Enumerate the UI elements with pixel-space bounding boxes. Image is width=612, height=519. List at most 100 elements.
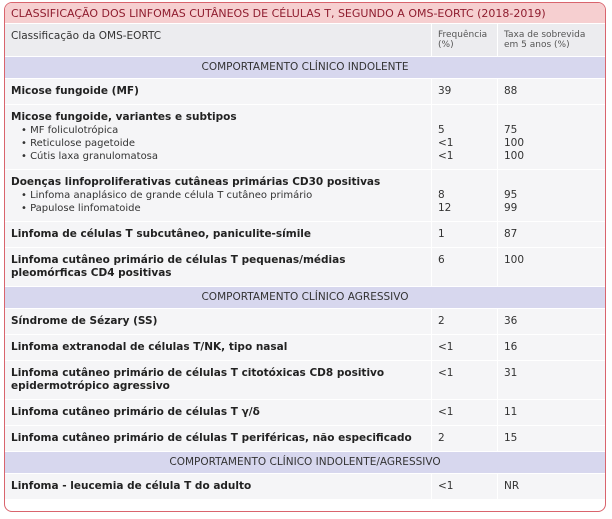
survival-cell: 95 99 bbox=[497, 170, 605, 221]
survival-cell: NR bbox=[497, 474, 605, 499]
frequency: <1 bbox=[438, 341, 454, 353]
row-label: Doenças linfoproliferativas cutâneas pri… bbox=[11, 176, 381, 188]
freq-cell: 2 bbox=[431, 309, 497, 334]
freq-cell: 2 bbox=[431, 426, 497, 451]
table-row: Linfoma cutâneo primário de células T γ/… bbox=[5, 399, 605, 425]
label-cell: Linfoma cutâneo primário de células T ci… bbox=[5, 361, 431, 399]
freq-cell: 8 12 bbox=[431, 170, 497, 221]
survival-cell: 88 bbox=[497, 79, 605, 104]
survival: 15 bbox=[504, 432, 518, 444]
table-row: Linfoma de células T subcutâneo, panicul… bbox=[5, 221, 605, 247]
frequency: <1 bbox=[438, 367, 454, 379]
row-label: Linfoma de células T subcutâneo, panicul… bbox=[11, 228, 312, 240]
survival: 75 bbox=[504, 124, 518, 136]
table-row: Linfoma cutâneo primário de células T pe… bbox=[5, 425, 605, 451]
label-cell: Síndrome de Sézary (SS) bbox=[5, 309, 431, 334]
item-label: Cútis laxa granulomatosa bbox=[11, 150, 425, 163]
survival: 16 bbox=[504, 341, 518, 353]
header-cell: Classificação da OMS-EORTC bbox=[11, 30, 162, 42]
frequency: 39 bbox=[438, 85, 452, 97]
label-cell: Linfoma cutâneo primário de células T pe… bbox=[5, 248, 431, 286]
header-cell: Taxa de sobrevida em 5 anos (%) bbox=[497, 24, 605, 56]
label-cell: Linfoma de células T subcutâneo, panicul… bbox=[5, 222, 431, 247]
row-label: Micose fungoide, variantes e subtipos bbox=[11, 111, 237, 123]
spacer bbox=[504, 111, 599, 124]
header-row: Classificação da OMS-EORTC Frequência (%… bbox=[5, 23, 605, 56]
frequency: 2 bbox=[438, 315, 445, 327]
row-label: Síndrome de Sézary (SS) bbox=[11, 315, 158, 327]
frequency: 12 bbox=[438, 202, 452, 214]
item-label: MF foliculotrópica bbox=[11, 124, 425, 137]
row-label: Linfoma cutâneo primário de células T γ/… bbox=[11, 406, 260, 418]
header-cell: Frequência (%) bbox=[431, 24, 497, 56]
freq-cell: <1 bbox=[431, 400, 497, 425]
survival-cell: 16 bbox=[497, 335, 605, 360]
frequency: <1 bbox=[438, 406, 454, 418]
survival-cell: 11 bbox=[497, 400, 605, 425]
frequency: <1 bbox=[438, 150, 454, 162]
label-cell: Doenças linfoproliferativas cutâneas pri… bbox=[5, 170, 431, 221]
survival: NR bbox=[504, 480, 520, 492]
freq-cell: <1 bbox=[431, 361, 497, 399]
survival-cell: 15 bbox=[497, 426, 605, 451]
frequency: <1 bbox=[438, 137, 454, 149]
frequency: 8 bbox=[438, 189, 445, 201]
table-row: Micose fungoide (MF) 39 88 bbox=[5, 78, 605, 104]
row-label: pleomórficas CD4 positivas bbox=[11, 267, 172, 279]
item-label: Papulose linfomatoide bbox=[11, 202, 425, 215]
row-label: Linfoma extranodal de células T/NK, tipo… bbox=[11, 341, 288, 353]
frequency: 5 bbox=[438, 124, 445, 136]
section-row: COMPORTAMENTO CLÍNICO INDOLENTE bbox=[5, 56, 605, 78]
row-label: Linfoma - leucemia de célula T do adulto bbox=[11, 480, 252, 492]
label-cell: Micose fungoide (MF) bbox=[5, 79, 431, 104]
freq-cell: 39 bbox=[431, 79, 497, 104]
table-row: Linfoma cutâneo primário de células T pe… bbox=[5, 247, 605, 286]
table-row: Linfoma - leucemia de célula T do adulto… bbox=[5, 473, 605, 499]
row-label: Linfoma cutâneo primário de células T ci… bbox=[11, 367, 385, 379]
survival: 87 bbox=[504, 228, 518, 240]
section-row: COMPORTAMENTO CLÍNICO AGRESSIVO bbox=[5, 286, 605, 308]
survival: 100 bbox=[504, 137, 525, 149]
table-row: Síndrome de Sézary (SS) 2 36 bbox=[5, 308, 605, 334]
freq-cell: 6 bbox=[431, 248, 497, 286]
survival: 31 bbox=[504, 367, 518, 379]
survival-cell: 87 bbox=[497, 222, 605, 247]
survival: 36 bbox=[504, 315, 518, 327]
label-cell: Linfoma extranodal de células T/NK, tipo… bbox=[5, 335, 431, 360]
label-cell: Linfoma cutâneo primário de células T pe… bbox=[5, 426, 431, 451]
survival-cell: 100 bbox=[497, 248, 605, 286]
survival: 100 bbox=[504, 150, 525, 162]
label-cell: Linfoma cutâneo primário de células T γ/… bbox=[5, 400, 431, 425]
spacer bbox=[504, 176, 599, 189]
frequency: <1 bbox=[438, 480, 454, 492]
freq-cell: 5 <1 <1 bbox=[431, 105, 497, 169]
survival-cell: 75 100 100 bbox=[497, 105, 605, 169]
frequency: 2 bbox=[438, 432, 445, 444]
row-label: Linfoma cutâneo primário de células T pe… bbox=[11, 254, 346, 266]
item-label: Reticulose pagetoide bbox=[11, 137, 425, 150]
survival: 11 bbox=[504, 406, 518, 418]
table: CLASSIFICAÇÃO DOS LINFOMAS CUTÂNEOS DE C… bbox=[4, 2, 606, 512]
label-cell: Linfoma - leucemia de célula T do adulto bbox=[5, 474, 431, 499]
survival: 99 bbox=[504, 202, 518, 214]
table-row: Linfoma extranodal de células T/NK, tipo… bbox=[5, 334, 605, 360]
section-row: COMPORTAMENTO CLÍNICO INDOLENTE/AGRESSIV… bbox=[5, 451, 605, 473]
label-cell: Micose fungoide, variantes e subtiposMF … bbox=[5, 105, 431, 169]
freq-cell: <1 bbox=[431, 335, 497, 360]
frequency: 6 bbox=[438, 254, 445, 266]
freq-cell: 1 bbox=[431, 222, 497, 247]
table-row: Linfoma cutâneo primário de células T ci… bbox=[5, 360, 605, 399]
row-label: epidermotrópico agressivo bbox=[11, 380, 170, 392]
table-row: Micose fungoide, variantes e subtiposMF … bbox=[5, 104, 605, 169]
table-title: CLASSIFICAÇÃO DOS LINFOMAS CUTÂNEOS DE C… bbox=[5, 3, 605, 23]
spacer bbox=[438, 111, 491, 124]
row-label: Linfoma cutâneo primário de células T pe… bbox=[11, 432, 412, 444]
survival: 95 bbox=[504, 189, 518, 201]
table-row: Doenças linfoproliferativas cutâneas pri… bbox=[5, 169, 605, 221]
survival-cell: 31 bbox=[497, 361, 605, 399]
row-label: Micose fungoide (MF) bbox=[11, 85, 139, 97]
item-label: Linfoma anaplásico de grande célula T cu… bbox=[11, 189, 425, 202]
survival: 88 bbox=[504, 85, 518, 97]
freq-cell: <1 bbox=[431, 474, 497, 499]
